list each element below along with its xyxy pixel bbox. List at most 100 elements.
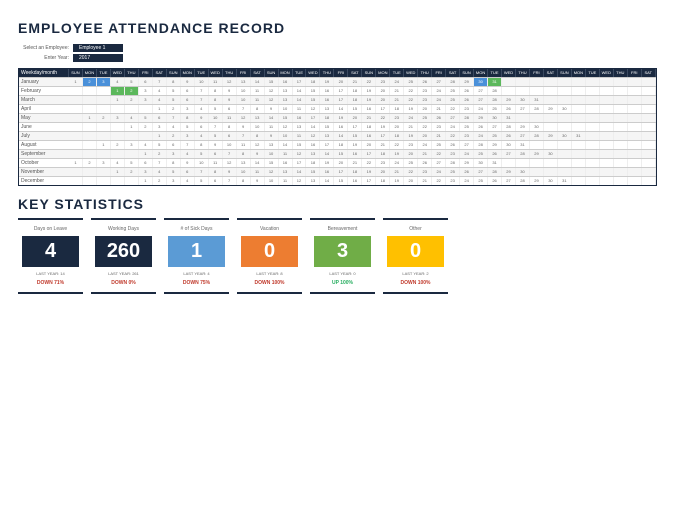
calendar-cell [572,96,586,104]
calendar-cell [586,87,600,95]
calendar-cell: 4 [153,87,167,95]
calendar-day-head: THU [614,69,628,77]
calendar-cell: 7 [237,105,251,113]
calendar-cell: 31 [488,159,502,167]
calendar-cell: 30 [516,96,530,104]
calendar-cell [83,105,97,113]
calendar-cell: 27 [432,159,446,167]
calendar-cell: 1 [153,105,167,113]
calendar-cell [614,114,628,122]
calendar-cell: 30 [544,150,558,158]
calendar-day-head: THU [516,69,530,77]
calendar-cell: 16 [348,150,362,158]
calendar-cell: 24 [474,105,488,113]
calendar-month-row: August1234567891011121314151617181920212… [19,140,656,149]
calendar-cell: 2 [139,123,153,131]
calendar-cell [558,78,572,86]
calendar-cell [530,159,544,167]
calendar-cell: 25 [418,114,432,122]
calendar-cell [628,168,642,176]
stat-value: 1 [168,236,225,267]
calendar-cell: 10 [279,132,293,140]
calendar-cell: 28 [516,150,530,158]
calendar-day-head: FRI [237,69,251,77]
calendar-month-label: December [19,177,69,185]
calendar-cell [600,177,614,185]
calendar-cell [502,159,516,167]
calendar-cell: 8 [251,132,265,140]
calendar-cell: 10 [265,177,279,185]
calendar-cell: 4 [181,177,195,185]
calendar-header: Weekday/month SUNMONTUEWEDTHUFRISATSUNMO… [19,69,656,77]
calendar-cell: 20 [418,132,432,140]
calendar-cell: 19 [362,168,376,176]
calendar-cell: 26 [474,123,488,131]
stat-trend: UP 100% [310,278,375,288]
calendar-cell: 1 [69,78,83,86]
calendar-day-head: SAT [348,69,362,77]
calendar-cell: 26 [502,105,516,113]
calendar-cell: 2 [125,96,139,104]
calendar-cell: 18 [348,87,362,95]
calendar-day-head: SUN [265,69,279,77]
calendar-cell: 27 [474,168,488,176]
calendar-cell: 18 [334,141,348,149]
calendar-month-label: June [19,123,69,131]
calendar-cell: 13 [320,105,334,113]
calendar-cell: 4 [139,141,153,149]
calendar-cell: 10 [265,150,279,158]
calendar-cell: 9 [251,177,265,185]
stat-last-year: LAST YEAR: 261 [91,269,156,278]
calendar-cell: 13 [279,96,293,104]
calendar-cell: 26 [502,132,516,140]
calendar-cell [516,87,530,95]
calendar-cell: 28 [446,159,460,167]
calendar-cell: 14 [306,123,320,131]
calendar-cell [69,132,83,140]
calendar-cell [97,123,111,131]
calendar-cell: 24 [474,132,488,140]
calendar-cell: 25 [446,87,460,95]
calendar-cell: 14 [293,87,307,95]
calendar-cell [614,159,628,167]
calendar-cell [111,150,125,158]
calendar-cell: 29 [488,141,502,149]
calendar-month-row: March12345678910111213141516171819202122… [19,95,656,104]
calendar-cell [111,132,125,140]
employee-value[interactable]: Employee 1 [73,44,123,52]
calendar-cell: 16 [362,105,376,113]
calendar-cell: 7 [195,96,209,104]
calendar-cell: 5 [167,87,181,95]
calendar-cell: 26 [460,168,474,176]
calendar-cell: 2 [153,177,167,185]
calendar-cell [628,105,642,113]
calendar-cell [530,141,544,149]
calendar-cell: 6 [139,159,153,167]
calendar-day-head: FRI [432,69,446,77]
calendar-cell: 27 [460,141,474,149]
calendar-cell: 3 [97,78,111,86]
calendar-cell: 8 [167,78,181,86]
calendar-day-head: SUN [167,69,181,77]
calendar-cell [642,177,656,185]
calendar-cell [544,123,558,131]
calendar-day-head: TUE [195,69,209,77]
calendar-cell: 22 [432,177,446,185]
calendar-cell: 1 [83,114,97,122]
calendar-cell: 19 [404,105,418,113]
calendar-cell: 17 [320,141,334,149]
stat-card: Vacation0LAST YEAR: 8DOWN 100% [237,218,302,294]
calendar-cell: 27 [516,105,530,113]
calendar-cells: 1234567891011121314151617181920212223242… [69,150,656,158]
calendar-cell: 9 [251,150,265,158]
calendar-cell: 8 [167,159,181,167]
calendar-cell: 30 [474,159,488,167]
calendar-cell: 14 [279,141,293,149]
calendar-cell [600,87,614,95]
calendar-cell [614,105,628,113]
year-value[interactable]: 2017 [73,54,123,62]
calendar-cell: 27 [474,96,488,104]
stat-value: 260 [95,236,152,267]
calendar-cell: 13 [251,114,265,122]
calendar-cell [642,87,656,95]
